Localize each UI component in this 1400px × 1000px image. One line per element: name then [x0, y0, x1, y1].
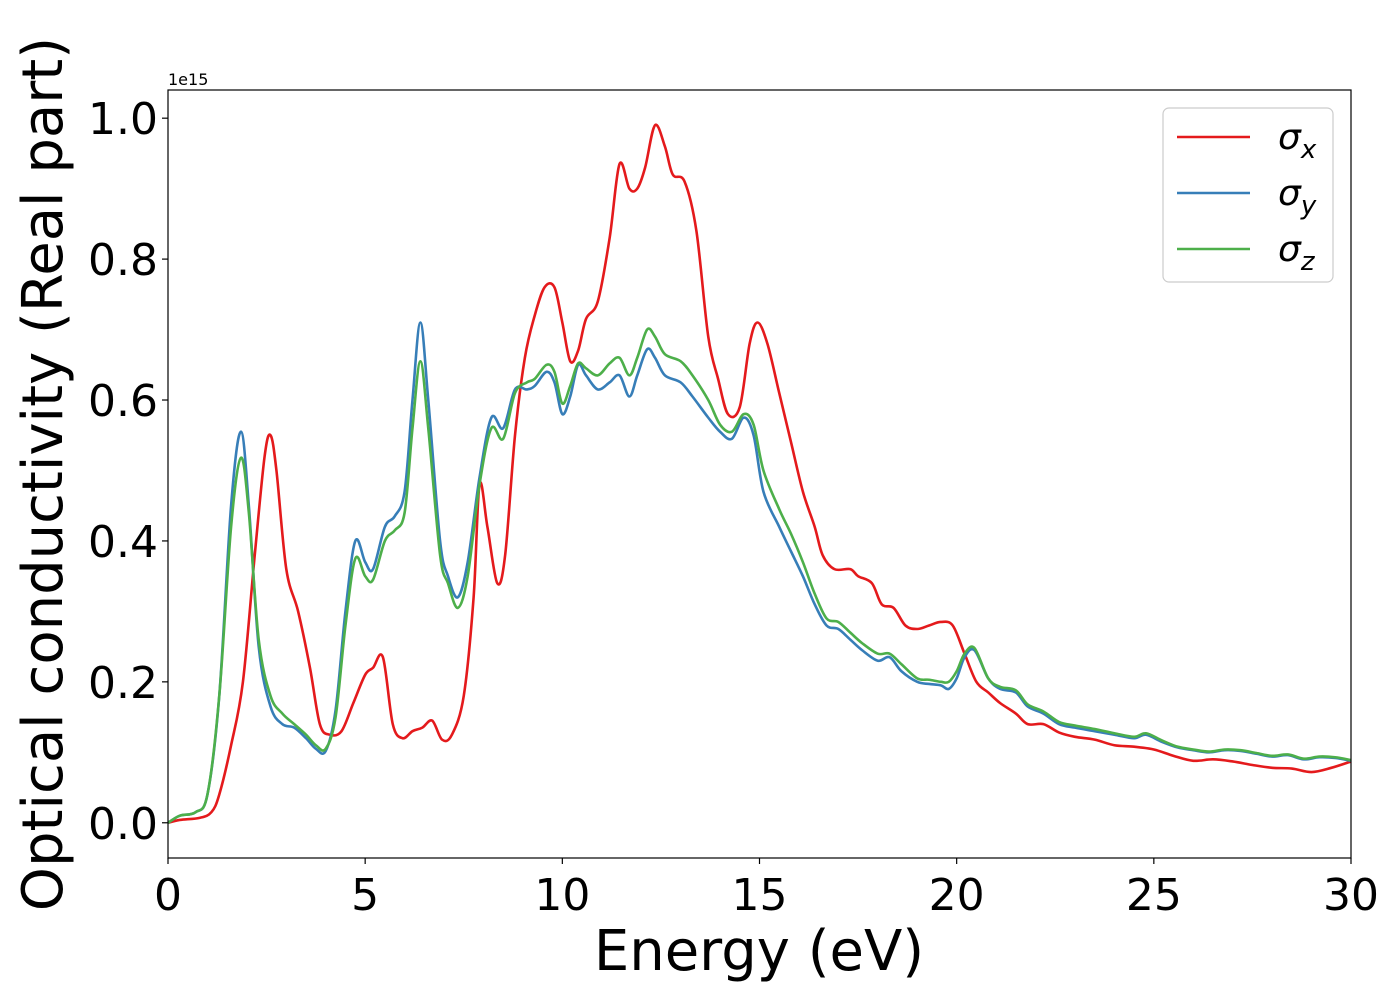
y-offset-label: 1e15	[168, 70, 208, 89]
x-tick-label: 15	[732, 870, 788, 921]
x-axis-label: Energy (eV)	[594, 919, 924, 984]
legend-label-x: σx	[1278, 117, 1317, 165]
legend: σx σy σz	[1162, 107, 1334, 283]
y-tick-label: 0.6	[88, 376, 158, 427]
legend-label-y: σy	[1278, 173, 1317, 221]
series-layer	[167, 123, 1352, 825]
legend-label-z: σz	[1278, 229, 1316, 277]
y-tick-label: 0.8	[88, 235, 158, 286]
x-tick-label: 20	[929, 870, 985, 921]
series-line-z	[167, 327, 1352, 824]
x-tick-label: 5	[351, 870, 379, 921]
y-tick-label: 0.2	[88, 658, 158, 709]
y-tick-label: 1.0	[88, 94, 158, 145]
x-axis-ticks: 0 5 10 15 20 25 30	[154, 858, 1379, 921]
x-tick-label: 30	[1323, 870, 1379, 921]
y-axis-ticks: 0.0 0.2 0.4 0.6 0.8 1.0	[88, 94, 168, 850]
legend-box	[1162, 107, 1334, 283]
x-tick-label: 25	[1126, 870, 1182, 921]
x-tick-label: 0	[154, 870, 182, 921]
y-axis-label: Optical conductivity (Real part)	[11, 37, 76, 911]
x-tick-label: 10	[534, 870, 590, 921]
series-line-x	[167, 123, 1352, 825]
y-tick-label: 0.0	[88, 799, 158, 850]
y-tick-label: 0.4	[88, 517, 158, 568]
